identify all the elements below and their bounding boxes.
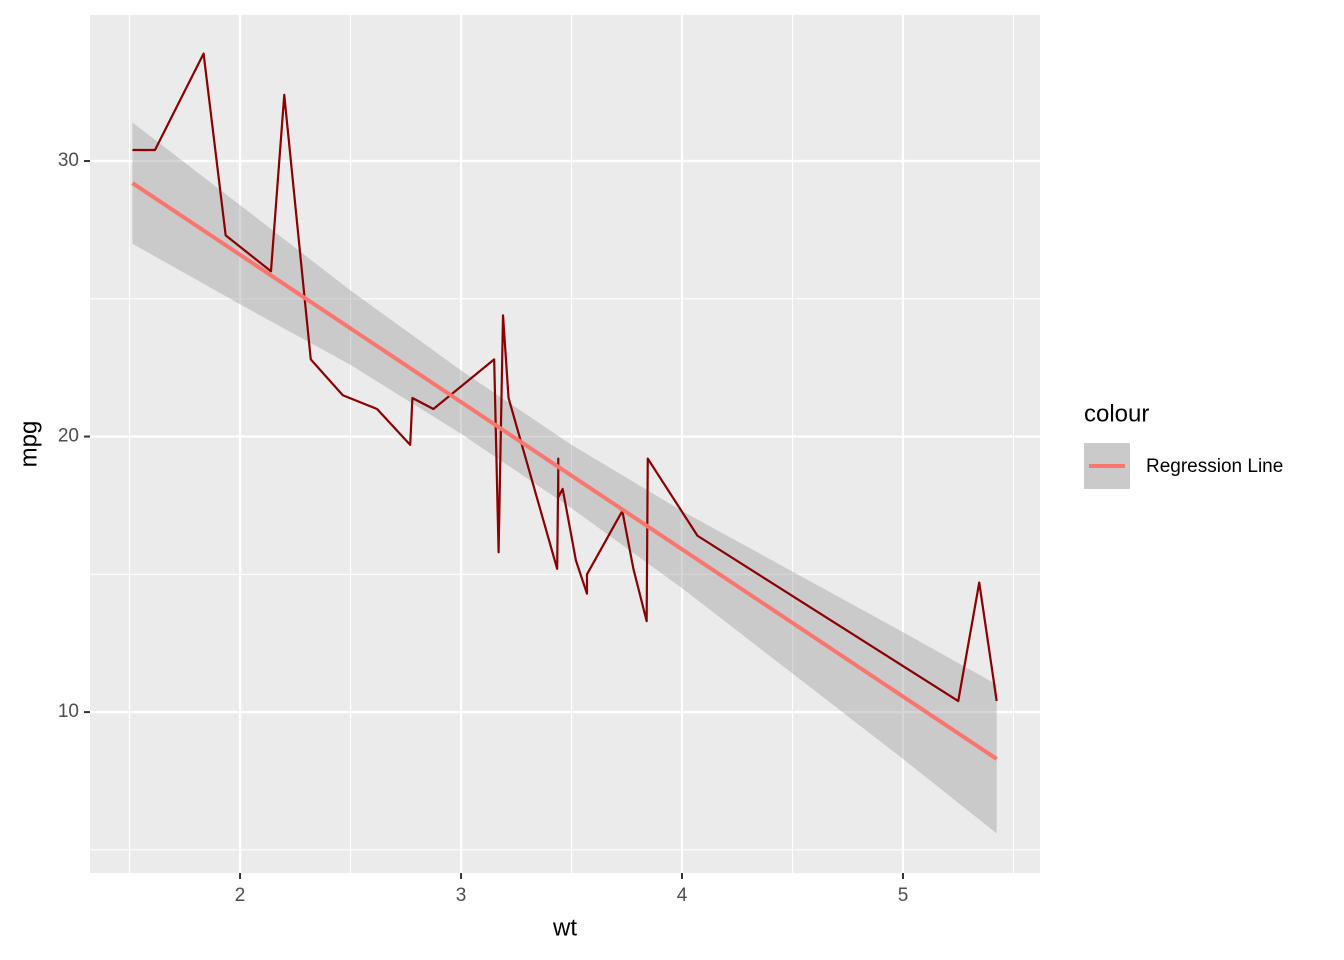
y-tick-label: 20	[58, 426, 79, 447]
y-axis-title: mpg	[15, 421, 42, 468]
confidence-band	[132, 122, 997, 834]
data-line	[132, 52, 998, 703]
y-tick-label: 30	[58, 150, 79, 171]
x-tick-label: 4	[677, 885, 688, 906]
axes: 2 3 4 5 10 20 30	[58, 150, 908, 906]
legend-title: colour	[1084, 400, 1149, 427]
grid	[90, 15, 1040, 873]
legend: Regression Line	[1084, 443, 1283, 489]
panel	[90, 15, 1040, 873]
x-tick-label: 5	[898, 885, 909, 906]
x-tick-label: 3	[456, 885, 467, 906]
marks	[131, 52, 998, 834]
regression-line	[131, 181, 998, 761]
y-tick-label: 10	[58, 701, 79, 722]
x-axis-title: wt	[552, 914, 577, 941]
legend-label: Regression Line	[1146, 456, 1283, 477]
x-tick-label: 2	[235, 885, 246, 906]
